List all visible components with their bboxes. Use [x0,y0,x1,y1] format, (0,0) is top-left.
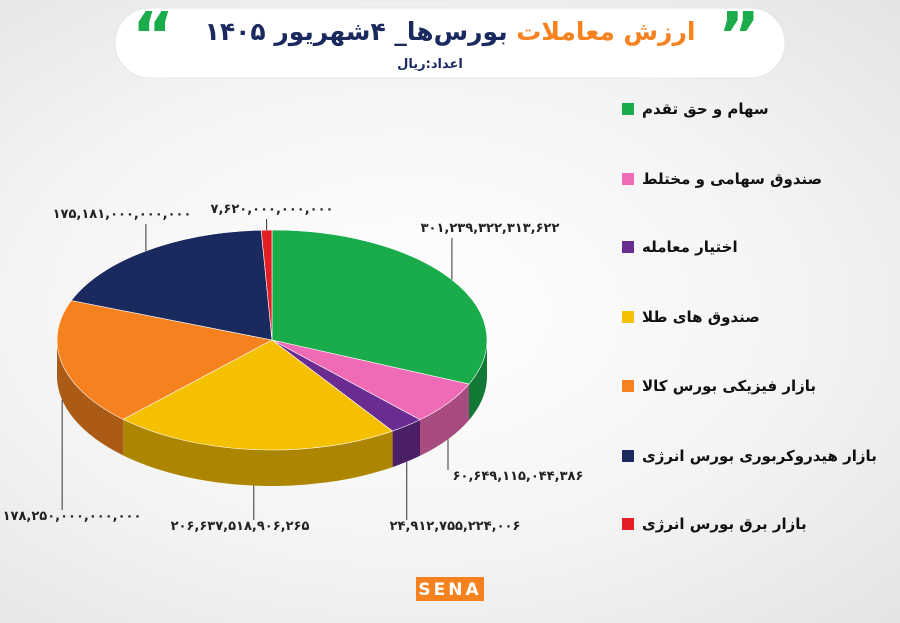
pie-slice [56,300,273,420]
data-label: ۶۰,۶۴۹,۱۱۵,۰۴۴,۳۸۶ [453,469,584,484]
chart-title: ارزش معاملات بورس‌ها_ ۴شهریور ۱۴۰۵ [205,17,696,47]
chart-subtitle: اعداد:ریال [397,57,463,72]
legend-label: بازار برق بورس انرژی [642,515,807,533]
legend-swatch [622,241,634,253]
title-pill [114,7,786,79]
legend-label: سهام و حق تقدم [642,100,769,118]
legend-item: اختیار معامله [622,238,738,256]
legend-item: صندوق سهامی و مختلط [622,170,822,188]
legend-item: سهام و حق تقدم [622,100,769,118]
pie-slice-side [392,419,421,468]
title-part: ارزش معاملات [516,17,695,46]
legend-item: بازار هیدروکربوری بورس انرژی [622,447,877,465]
pie-slice [70,229,273,341]
pie-slice [271,229,488,385]
legend-item: صندوق های طلا [622,308,760,326]
data-label: ۱۷۸,۲۵۰,۰۰۰,۰۰۰,۰۰۰ [3,509,142,524]
legend-swatch [622,380,634,392]
pie-slice [122,339,394,451]
legend-swatch [622,311,634,323]
data-label: ۷,۶۲۰,۰۰۰,۰۰۰,۰۰۰ [211,202,334,217]
pie-slice-side [468,340,487,421]
pie-slice-side [123,419,393,486]
legend-swatch [622,518,634,530]
data-label: ۱۷۵,۱۸۱,۰۰۰,۰۰۰,۰۰۰ [53,207,192,222]
legend-swatch [622,103,634,115]
legend-item: بازار برق بورس انرژی [622,515,807,533]
pie-slice-side [57,340,124,456]
legend-label: بازار هیدروکربوری بورس انرژی [642,447,877,465]
quote-right: ” [718,0,760,74]
legend-swatch [622,450,634,462]
title-part: بورس‌ها_ ۴شهریور ۱۴۰۵ [205,17,517,47]
pie-slice-side [420,384,469,456]
logo: SENA [418,580,481,600]
data-label: ۳۰۱,۲۳۹,۳۲۲,۳۱۳,۶۲۲ [421,221,560,236]
data-label: ۲۴,۹۱۲,۷۵۵,۲۲۴,۰۰۶ [390,519,521,534]
logo-box [416,577,484,601]
legend-item: بازار فیزیکی بورس کالا [622,377,816,395]
quote-left: “ [132,0,174,74]
legend-swatch [622,173,634,185]
legend-label: صندوق های طلا [642,308,760,326]
legend-label: بازار فیزیکی بورس کالا [642,377,817,395]
legend-label: اختیار معامله [642,238,738,256]
data-label: ۲۰۶,۶۳۷,۵۱۸,۹۰۶,۲۶۵ [171,519,310,534]
legend-label: صندوق سهامی و مختلط [642,170,823,188]
legend: سهام و حق تقدم صندوق سهامی و مختلط اختیار … [622,0,892,623]
